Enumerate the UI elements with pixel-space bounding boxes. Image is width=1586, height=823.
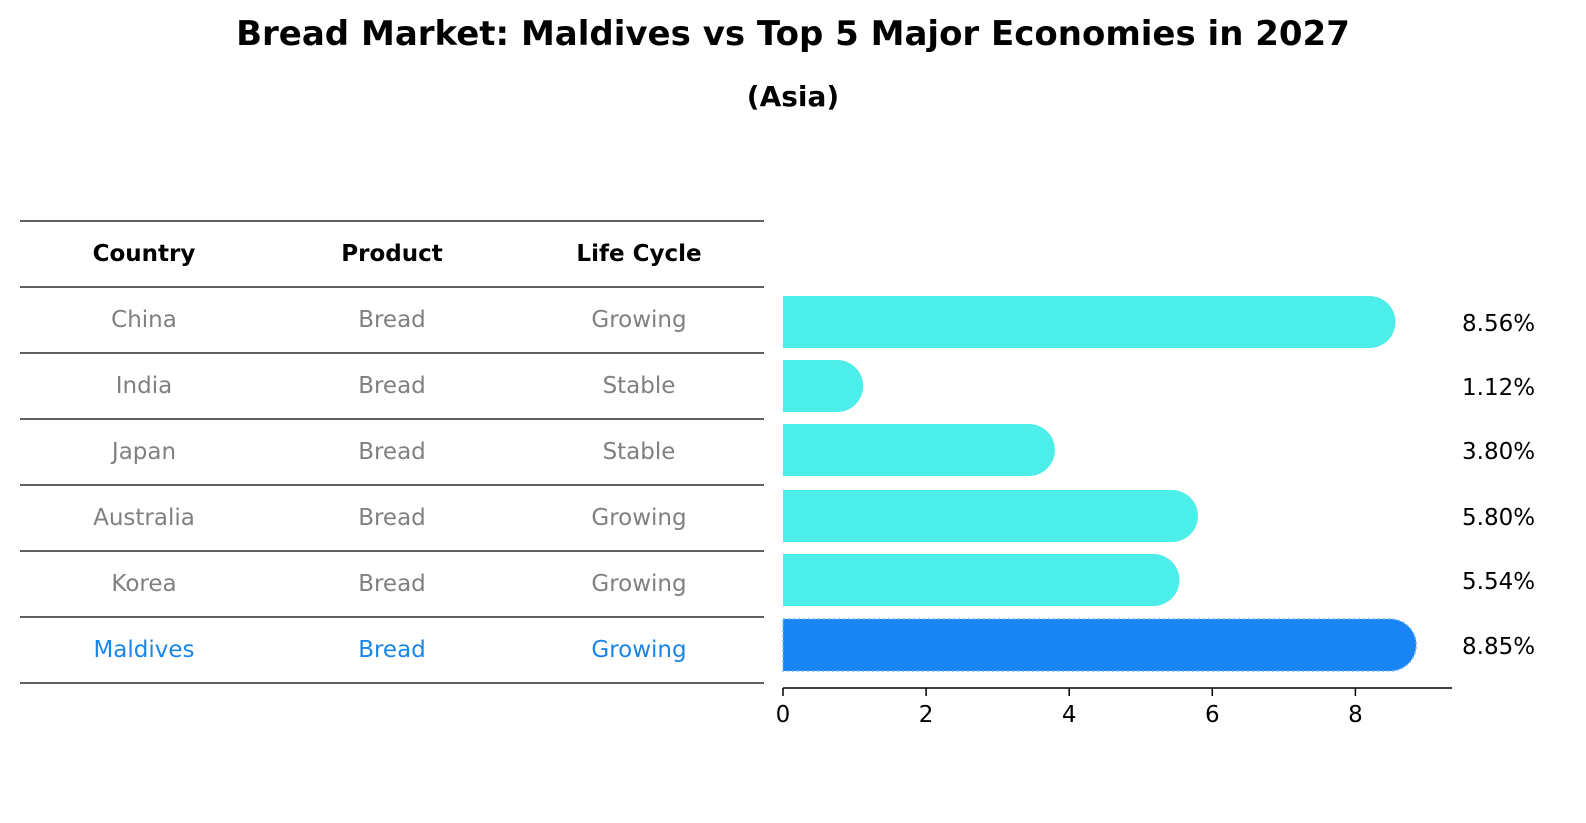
table-cell-country: Japan <box>110 439 176 465</box>
value-label: 1.12% <box>1462 375 1535 401</box>
table-cell-country: India <box>116 373 172 399</box>
table-cell-life-cycle: Stable <box>603 373 676 399</box>
chart-subtitle: (Asia) <box>746 80 840 113</box>
table-header: Country <box>93 241 196 267</box>
table-cell-country: China <box>111 307 177 333</box>
value-label: 8.85% <box>1462 634 1535 660</box>
data-table: Country Product Life Cycle China Bread Growin… <box>20 220 764 684</box>
x-axis: 0 2 4 6 8 <box>776 687 1452 728</box>
bar-korea <box>783 554 1180 606</box>
table-cell-life-cycle: Growing <box>591 571 686 597</box>
table-cell-product: Bread <box>358 307 426 333</box>
table-cell-product: Bread <box>358 571 426 597</box>
value-label: 3.80% <box>1462 439 1535 465</box>
table-cell-product: Bread <box>358 637 426 663</box>
bar-plot: 8.56% 1.12% 3.80% 5.80% 5.54% 8.85% <box>782 296 1535 672</box>
x-tick-label: 2 <box>919 702 934 728</box>
table-header: Life Cycle <box>576 241 701 267</box>
table-cell-life-cycle: Stable <box>603 439 676 465</box>
table-cell-product: Bread <box>358 439 426 465</box>
bar-australia <box>783 490 1198 542</box>
bar-japan <box>783 424 1055 476</box>
bar-china <box>783 296 1396 348</box>
table-cell-product: Bread <box>358 373 426 399</box>
bar-maldives <box>783 619 1417 671</box>
value-label: 5.54% <box>1462 569 1535 595</box>
x-tick-label: 4 <box>1062 702 1077 728</box>
table-cell-product: Bread <box>358 505 426 531</box>
value-label: 5.80% <box>1462 505 1535 531</box>
table-cell-country: Maldives <box>93 637 194 663</box>
table-cell-country: Korea <box>111 571 176 597</box>
x-tick-label: 6 <box>1205 702 1220 728</box>
table-header: Product <box>341 241 442 267</box>
table-cell-life-cycle: Growing <box>591 637 686 663</box>
x-tick-label: 0 <box>776 702 791 728</box>
table-cell-country: Australia <box>93 505 195 531</box>
chart-title: Bread Market: Maldives vs Top 5 Major Ec… <box>236 14 1350 54</box>
table-cell-life-cycle: Growing <box>591 307 686 333</box>
bar-india <box>783 360 864 412</box>
value-label: 8.56% <box>1462 311 1535 337</box>
table-cell-life-cycle: Growing <box>591 505 686 531</box>
bar-highlight-outline <box>782 618 1417 672</box>
x-tick-label: 8 <box>1348 702 1363 728</box>
